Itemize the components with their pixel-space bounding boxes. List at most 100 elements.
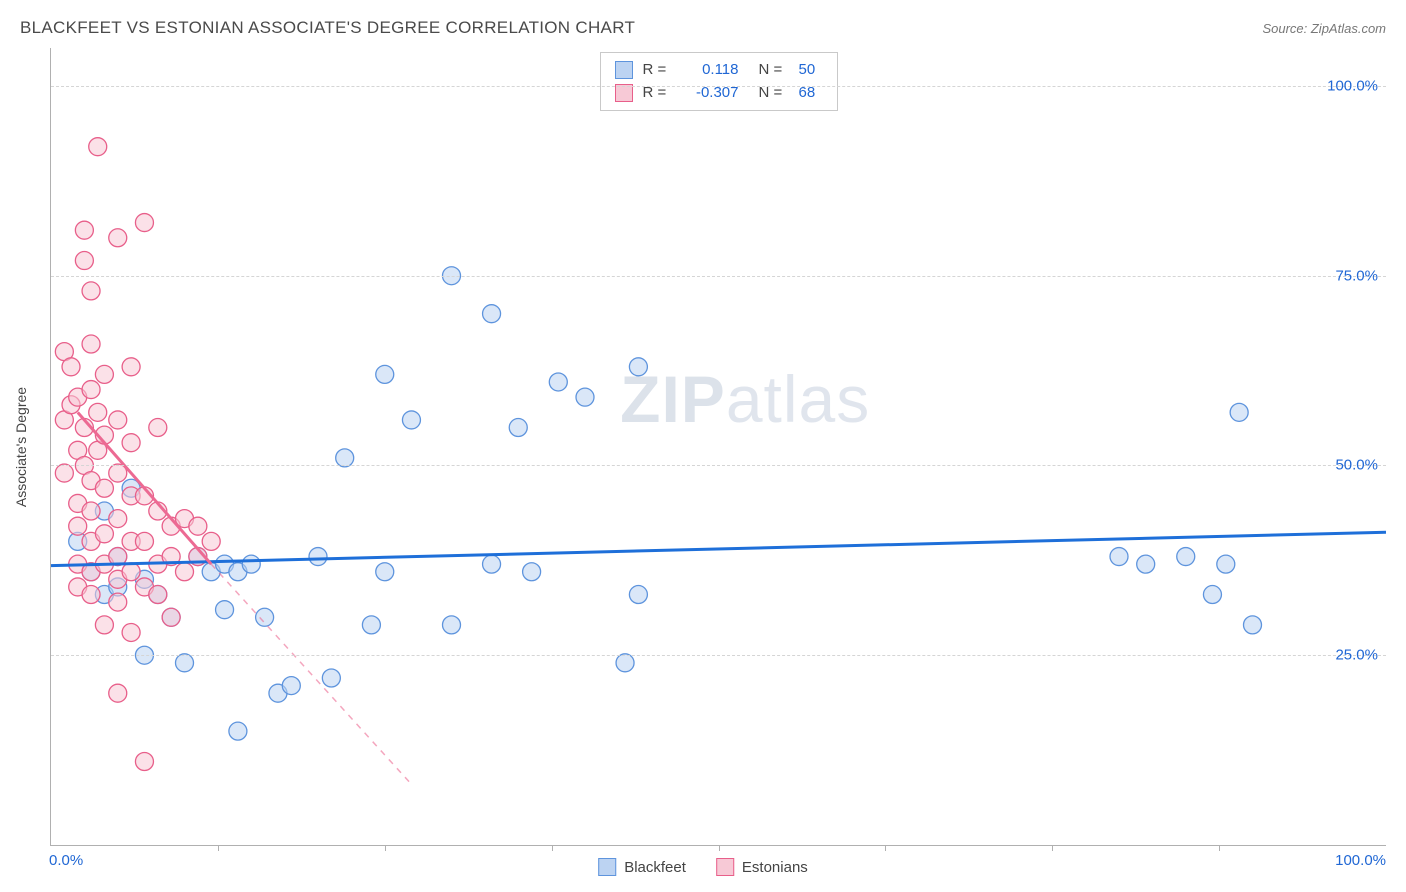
y-axis-label: Associate's Degree <box>13 386 29 506</box>
chart-svg <box>51 48 1386 845</box>
r-value: -0.307 <box>681 82 739 105</box>
scatter-point <box>616 654 634 672</box>
scatter-point <box>75 221 93 239</box>
scatter-point <box>1203 586 1221 604</box>
n-value: 68 <box>799 82 823 105</box>
y-tick-label: 25.0% <box>1335 647 1378 664</box>
scatter-point <box>1230 403 1248 421</box>
scatter-point <box>483 555 501 573</box>
scatter-point <box>62 358 80 376</box>
scatter-point <box>109 510 127 528</box>
plot-area: Associate's Degree ZIPatlas R =0.118N =5… <box>50 48 1386 846</box>
x-tick <box>1219 845 1220 851</box>
legend-swatch <box>716 858 734 876</box>
scatter-point <box>109 411 127 429</box>
correlation-legend: R = 0.118 N = 50 R = -0.307 N = 68 <box>600 52 838 111</box>
scatter-point <box>95 365 113 383</box>
scatter-point <box>82 502 100 520</box>
scatter-point <box>122 358 140 376</box>
legend-corr-row: R = 0.118 N = 50 <box>615 59 823 82</box>
y-tick-label: 100.0% <box>1327 77 1378 94</box>
x-tick <box>885 845 886 851</box>
title-bar: BLACKFEET VS ESTONIAN ASSOCIATE'S DEGREE… <box>20 18 1386 38</box>
n-label: N = <box>759 82 789 105</box>
x-tick <box>218 845 219 851</box>
scatter-point <box>95 525 113 543</box>
scatter-point <box>135 214 153 232</box>
x-tick <box>552 845 553 851</box>
scatter-point <box>256 608 274 626</box>
scatter-point <box>229 722 247 740</box>
scatter-point <box>322 669 340 687</box>
scatter-point <box>82 335 100 353</box>
scatter-point <box>549 373 567 391</box>
y-tick-label: 50.0% <box>1335 457 1378 474</box>
scatter-point <box>189 517 207 535</box>
legend-item: Estonians <box>716 858 808 876</box>
scatter-point <box>362 616 380 634</box>
scatter-point <box>1244 616 1262 634</box>
scatter-point <box>216 601 234 619</box>
x-axis-min-label: 0.0% <box>49 852 83 869</box>
scatter-point <box>509 419 527 437</box>
scatter-point <box>122 563 140 581</box>
scatter-point <box>402 411 420 429</box>
legend-item: Blackfeet <box>598 858 686 876</box>
scatter-point <box>82 586 100 604</box>
scatter-point <box>523 563 541 581</box>
scatter-point <box>376 563 394 581</box>
gridline <box>51 465 1386 466</box>
scatter-point <box>629 586 647 604</box>
scatter-point <box>1137 555 1155 573</box>
scatter-point <box>202 532 220 550</box>
scatter-point <box>122 434 140 452</box>
scatter-point <box>69 517 87 535</box>
r-value: 0.118 <box>681 59 739 82</box>
source-label: Source: ZipAtlas.com <box>1262 21 1386 36</box>
scatter-point <box>135 532 153 550</box>
scatter-point <box>376 365 394 383</box>
legend-label: Estonians <box>742 859 808 876</box>
x-tick <box>1052 845 1053 851</box>
scatter-point <box>82 381 100 399</box>
gridline <box>51 276 1386 277</box>
scatter-point <box>443 616 461 634</box>
r-label: R = <box>643 59 671 82</box>
legend-label: Blackfeet <box>624 859 686 876</box>
scatter-point <box>1177 548 1195 566</box>
scatter-point <box>95 479 113 497</box>
scatter-point <box>176 563 194 581</box>
scatter-point <box>1217 555 1235 573</box>
trend-line-extrapolated <box>211 564 411 784</box>
scatter-point <box>109 593 127 611</box>
x-tick <box>385 845 386 851</box>
x-axis-max-label: 100.0% <box>1335 852 1386 869</box>
r-label: R = <box>643 82 671 105</box>
series-legend: Blackfeet Estonians <box>598 858 808 876</box>
scatter-point <box>162 608 180 626</box>
scatter-point <box>95 616 113 634</box>
scatter-point <box>1110 548 1128 566</box>
scatter-point <box>82 282 100 300</box>
scatter-point <box>75 252 93 270</box>
scatter-point <box>109 229 127 247</box>
scatter-point <box>176 654 194 672</box>
scatter-point <box>336 449 354 467</box>
scatter-point <box>89 403 107 421</box>
scatter-point <box>122 623 140 641</box>
scatter-point <box>149 586 167 604</box>
n-value: 50 <box>799 59 823 82</box>
gridline <box>51 655 1386 656</box>
legend-swatch <box>598 858 616 876</box>
scatter-point <box>242 555 260 573</box>
n-label: N = <box>759 59 789 82</box>
scatter-point <box>55 464 73 482</box>
scatter-point <box>135 753 153 771</box>
scatter-point <box>282 677 300 695</box>
legend-swatch <box>615 61 633 79</box>
chart-title: BLACKFEET VS ESTONIAN ASSOCIATE'S DEGREE… <box>20 18 635 38</box>
gridline <box>51 86 1386 87</box>
scatter-point <box>149 419 167 437</box>
scatter-point <box>629 358 647 376</box>
scatter-point <box>109 684 127 702</box>
